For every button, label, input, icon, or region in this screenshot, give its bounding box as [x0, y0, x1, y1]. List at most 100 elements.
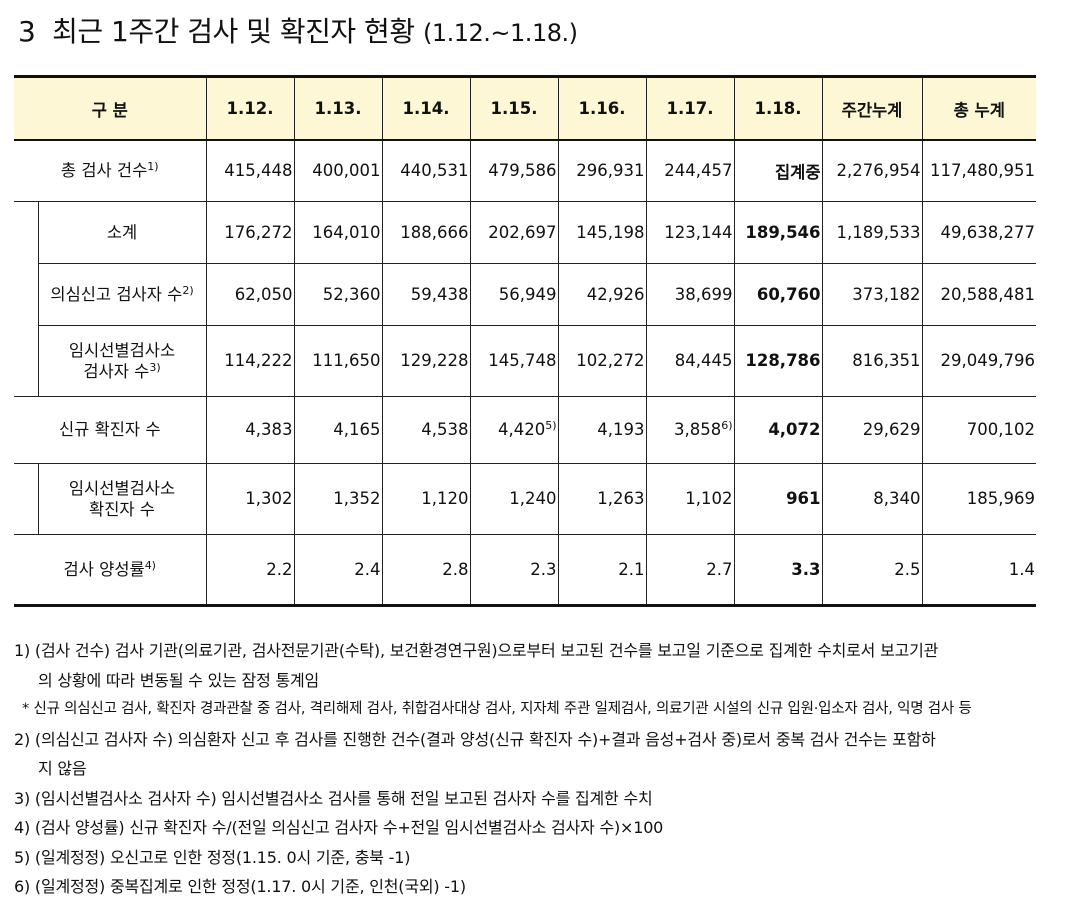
table-cell: 1,352	[293, 462, 383, 535]
footnote-5: 5) (일계정정) 오신고로 인한 정정(1.15. 0시 기준, 충북 -1)	[14, 847, 411, 867]
indent-cell	[14, 201, 39, 396]
footnote-1: 1) (검사 건수) 검사 기관(의료기관, 검사전문기관(수탁), 보건환경연…	[14, 641, 939, 660]
header-day: 1.17.	[645, 75, 735, 141]
table-cell: 244,457	[645, 139, 735, 202]
table-cell: 145,748	[469, 324, 559, 397]
table-cell: 2,276,954	[821, 139, 923, 202]
table-row: 의심신고 검사자 수2) 62,050 52,360 59,438 56,949…	[14, 262, 1037, 326]
table-cell: 2.3	[469, 533, 559, 607]
table-cell: 373,182	[821, 262, 923, 326]
table-cell: 816,351	[821, 324, 923, 397]
section-title: 3 최근 1주간 검사 및 확진자 현황 (1.12.~1.18.)	[18, 10, 578, 50]
table-cell: 3.3	[733, 533, 823, 607]
table-cell: 84,445	[645, 324, 735, 397]
table-cell: 479,586	[469, 139, 559, 202]
table-cell: 164,010	[293, 200, 383, 264]
header-day: 1.16.	[557, 75, 647, 141]
table-cell: 42,926	[557, 262, 647, 326]
table-row: 신규 확진자 수 4,383 4,165 4,538 4,4205) 4,193…	[14, 395, 1037, 464]
row-label: 검사 양성률4)	[14, 533, 207, 607]
table-cell: 1,120	[381, 462, 471, 535]
table-cell: 59,438	[381, 262, 471, 326]
table-cell: 1.4	[921, 533, 1037, 607]
table-cell: 56,949	[469, 262, 559, 326]
table-cell: 38,699	[645, 262, 735, 326]
indent-cell	[14, 463, 39, 534]
row-label: 임시선별검사소 검사자 수3)	[38, 324, 207, 397]
table-cell: 1,102	[645, 462, 735, 535]
table-cell: 1,263	[557, 462, 647, 535]
table-cell: 8,340	[821, 462, 923, 535]
table-cell: 185,969	[921, 462, 1037, 535]
table-row: 총 검사 건수1) 415,448 400,001 440,531 479,58…	[14, 139, 1037, 202]
table-cell: 20,588,481	[921, 262, 1037, 326]
date-range: (1.12.~1.18.)	[423, 19, 578, 47]
table-cell: 29,049,796	[921, 324, 1037, 397]
table-cell: 2.7	[645, 533, 735, 607]
table-cell: 3,8586)	[645, 395, 735, 464]
table-cell: 4,538	[381, 395, 471, 464]
table-cell: 415,448	[205, 139, 295, 202]
footnote-2: 2) (의심신고 검사자 수) 의심환자 신고 후 검사를 진행한 건수(결과 …	[14, 729, 936, 749]
footnotes: 1) (검사 건수) 검사 기관(의료기관, 검사전문기관(수탁), 보건환경연…	[14, 636, 1064, 902]
footnote-4: 4) (검사 양성률) 신규 확진자 수/(전일 의심신고 검사자 수+전일 임…	[14, 818, 664, 837]
table-cell: 123,144	[645, 200, 735, 264]
table-cell: 49,638,277	[921, 200, 1037, 264]
row-label: 소계	[37, 200, 207, 264]
table-cell: 961	[733, 462, 823, 535]
table-row: 검사 양성률4) 2.2 2.4 2.8 2.3 2.1 2.7 3.3 2.5…	[14, 533, 1037, 607]
table-cell: 4,4205)	[469, 395, 559, 464]
table-cell: 296,931	[557, 139, 647, 202]
test-status-table: 구 분 1.12. 1.13. 1.14. 1.15. 1.16. 1.17. …	[14, 75, 1037, 607]
table-cell: 집계중	[733, 139, 823, 202]
header-day: 1.15.	[469, 75, 559, 141]
table-cell: 700,102	[921, 395, 1037, 464]
table-cell: 29,629	[821, 395, 923, 464]
table-cell: 440,531	[381, 139, 471, 202]
table-cell: 4,193	[557, 395, 647, 464]
header-cumulative-total: 총 누계	[921, 75, 1037, 141]
table-cell: 4,072	[733, 395, 823, 464]
table-cell: 128,786	[733, 324, 823, 397]
header-row: 구 분 1.12. 1.13. 1.14. 1.15. 1.16. 1.17. …	[14, 75, 1037, 141]
header-day: 1.12.	[205, 75, 295, 141]
footnote-star: * 신규 의심신고 검사, 확진자 경과관찰 중 검사, 격리해제 검사, 취합…	[22, 701, 972, 717]
footnote-2-cont: 지 않음	[38, 759, 87, 778]
header-category: 구 분	[14, 75, 207, 141]
section-number: 3	[18, 15, 36, 48]
table-cell: 1,189,533	[821, 200, 923, 264]
table-cell: 2.4	[293, 533, 383, 607]
table-cell: 145,198	[557, 200, 647, 264]
footnote-6: 6) (일계정정) 중복집계로 인한 정정(1.17. 0시 기준, 인천(국외…	[14, 877, 466, 896]
table-cell: 102,272	[557, 324, 647, 397]
header-day: 1.13.	[293, 75, 383, 141]
table-cell: 202,697	[469, 200, 559, 264]
row-label: 의심신고 검사자 수2)	[38, 262, 207, 326]
table-cell: 111,650	[293, 324, 383, 397]
table-cell: 52,360	[293, 262, 383, 326]
table-cell: 60,760	[733, 262, 823, 326]
header-day: 1.18.	[733, 75, 823, 141]
footnote-1-cont: 의 상황에 따라 변동될 수 있는 잠정 통계임	[38, 670, 320, 690]
table-cell: 1,302	[205, 462, 295, 535]
table-row: 소계 176,272 164,010 188,666 202,697 145,1…	[14, 200, 1037, 396]
header-weekly-total: 주간누계	[821, 75, 923, 141]
table-cell: 176,272	[205, 200, 295, 264]
section-title-text: 최근 1주간 검사 및 확진자 현황	[52, 15, 415, 48]
table-cell: 189,546	[733, 200, 823, 264]
table-cell: 4,165	[293, 395, 383, 464]
table-row: 임시선별검사소 확진자 수 1,302 1,352 1,120 1,240 1,2…	[14, 462, 1037, 535]
table-cell: 1,240	[469, 462, 559, 535]
table-cell: 400,001	[293, 139, 383, 202]
row-label: 임시선별검사소 확진자 수	[37, 462, 207, 535]
table-cell: 2.1	[557, 533, 647, 607]
table-cell: 2.8	[381, 533, 471, 607]
row-label: 신규 확진자 수	[14, 395, 207, 464]
footnote-3: 3) (임시선별검사소 검사자 수) 임시선별검사소 검사를 통해 전일 보고된…	[14, 788, 653, 808]
table-cell: 188,666	[381, 200, 471, 264]
table-row: 임시선별검사소 검사자 수3) 114,222 111,650 129,228 1…	[14, 324, 1037, 397]
table-cell: 129,228	[381, 324, 471, 397]
header-day: 1.14.	[381, 75, 471, 141]
row-label: 총 검사 건수1)	[14, 139, 207, 202]
table-cell: 114,222	[205, 324, 295, 397]
